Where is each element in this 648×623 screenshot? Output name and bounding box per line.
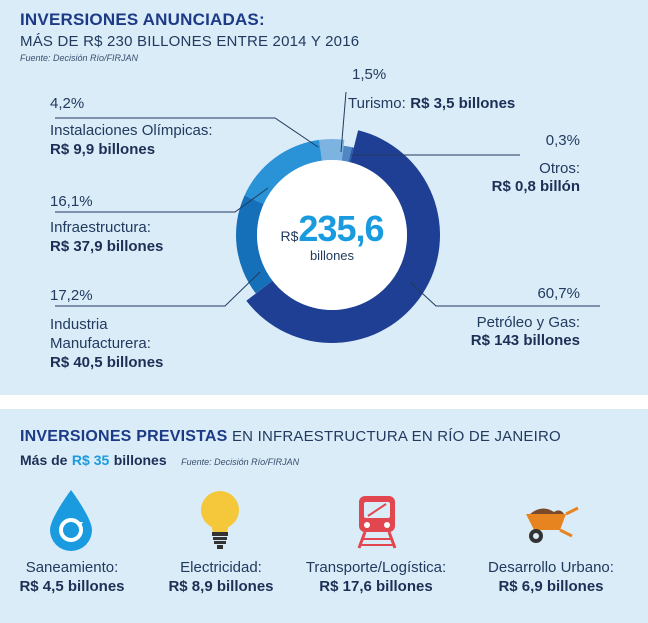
- slice-industria: [236, 195, 273, 294]
- leader-line-turismo: [340, 91, 347, 153]
- slice-name-industria-line2: Manufacturera:: [50, 335, 151, 352]
- section2-subtitle: Más de R$ 35 billones Fuente: Decisión R…: [20, 452, 299, 470]
- item-amount-electricidad: R$ 8,9 billones: [168, 578, 274, 595]
- slice-name-turismo: Turismo:: [348, 95, 406, 112]
- donut-center: R$235,6: [270, 208, 394, 250]
- slice-percent-infraestructura: 16,1%: [50, 193, 93, 210]
- section2-sub-value: R$ 35: [71, 452, 110, 468]
- slice-amount-industria: R$ 40,5 billones: [50, 354, 164, 371]
- leader-line-petroleo: [409, 281, 600, 307]
- item-amount-saneamiento: R$ 4,5 billones: [19, 578, 125, 595]
- chart-subtitle: MÁS DE R$ 230 BILLONES ENTRE 2014 Y 2016: [20, 33, 360, 50]
- light-bulb-icon: [201, 491, 239, 549]
- water-drop-icon: [50, 490, 92, 551]
- item-label-desarrollo: Desarrollo Urbano:: [488, 559, 614, 576]
- item-label-electricidad: Electricidad:: [180, 559, 262, 576]
- slice-percent-industria: 17,2%: [50, 287, 93, 304]
- slice-amount-olimpicas: R$ 9,9 billones: [50, 141, 156, 158]
- wheelbarrow-icon: [526, 506, 579, 543]
- section2-source: Fuente: Decisión Río/FIRJAN: [181, 457, 300, 467]
- slice-amount-otros: R$ 0,8 billón: [491, 178, 580, 195]
- section2-title-rest: EN INFRAESTRUCTURA EN RÍO DE JANEIRO: [231, 428, 561, 445]
- slice-label-turismo: Turismo: R$ 3,5 billones: [348, 95, 515, 113]
- slice-amount-petroleo: R$ 143 billones: [470, 332, 580, 349]
- slice-amount-infraestructura: R$ 37,9 billones: [50, 238, 164, 255]
- item-label-transporte: Transporte/Logística:: [305, 559, 447, 576]
- center-currency: R$: [280, 228, 299, 244]
- slice-percent-olimpicas: 4,2%: [50, 95, 85, 112]
- leader-line-industria: [55, 271, 261, 307]
- slice-amount-turismo: R$ 3,5 billones: [410, 95, 516, 112]
- item-amount-desarrollo: R$ 6,9 billones: [498, 578, 604, 595]
- slice-name-olimpicas: Instalaciones Olímpicas:: [50, 122, 213, 139]
- chart-title: INVERSIONES ANUNCIADAS:: [20, 10, 265, 29]
- center-unit: billones: [309, 248, 355, 263]
- slice-name-infraestructura: Infraestructura:: [50, 219, 151, 236]
- section2-title: INVERSIONES PREVISTAS EN INFRAESTRUCTURA…: [20, 428, 561, 446]
- item-label-saneamiento: Saneamiento:: [25, 559, 119, 576]
- slice-name-petroleo: Petróleo y Gas:: [476, 314, 580, 331]
- slice-percent-petroleo: 60,7%: [537, 285, 580, 302]
- slice-percent-otros: 0,3%: [545, 132, 580, 149]
- donut-chart: [55, 91, 600, 343]
- leader-line-olimpicas: [55, 117, 319, 148]
- item-amount-transporte: R$ 17,6 billones: [319, 578, 433, 595]
- donut-hole: [257, 160, 407, 310]
- leader-line-infraestructura: [55, 187, 269, 213]
- slice-petroleo: [246, 130, 440, 343]
- chart-source: Fuente: Decisión Río/FIRJAN: [20, 53, 139, 63]
- slice-infraestructura: [244, 139, 322, 205]
- section2-title-bold: INVERSIONES PREVISTAS: [20, 428, 228, 445]
- center-value: 235,6: [298, 208, 384, 249]
- slice-olimpicas: [319, 139, 345, 161]
- section2-sub-suffix: billones: [113, 452, 167, 468]
- slice-name-otros: Otros:: [539, 160, 580, 177]
- slice-name-industria-line1: Industria: [50, 316, 108, 333]
- section2-sub-prefix: Más de: [20, 452, 68, 468]
- slice-turismo: [341, 145, 352, 162]
- train-icon: [357, 496, 397, 549]
- slice-percent-turismo: 1,5%: [352, 66, 387, 83]
